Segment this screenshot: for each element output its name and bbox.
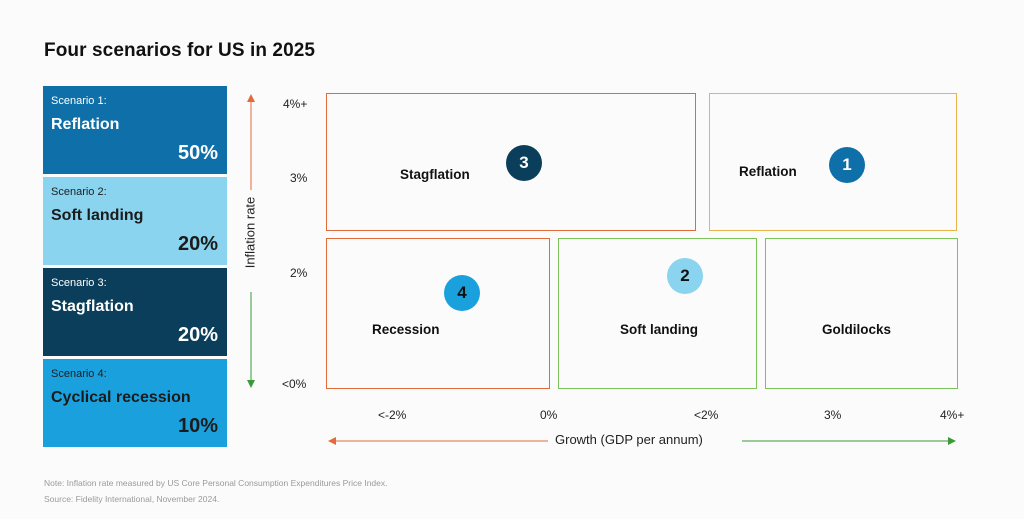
scenario-badge: 1 bbox=[829, 147, 865, 183]
scenario-probability: 50% bbox=[177, 142, 218, 164]
y-tick: 4%+ bbox=[283, 97, 308, 111]
y-tick: <0% bbox=[282, 377, 307, 391]
quadrant-label: Soft landing bbox=[620, 322, 698, 337]
x-tick: <2% bbox=[694, 408, 719, 422]
scenario-badge: 3 bbox=[506, 145, 542, 181]
source-note: Source: Fidelity International, November… bbox=[44, 494, 220, 504]
scenario-panel-reflation: Scenario 1: Reflation 50% bbox=[43, 86, 227, 174]
scenario-panel-cyclical-recession: Scenario 4: Cyclical recession 10% bbox=[43, 359, 227, 447]
quadrant-reflation: Reflation 1 bbox=[709, 93, 957, 231]
scenario-badge: 4 bbox=[444, 275, 480, 311]
quadrant-stagflation: Stagflation 3 bbox=[326, 93, 696, 231]
scenario-number: Scenario 3: bbox=[51, 277, 107, 289]
scenario-name: Stagflation bbox=[51, 298, 134, 315]
quadrant-label: Goldilocks bbox=[822, 322, 892, 337]
quadrant-goldilocks: Goldilocks bbox=[765, 238, 958, 389]
quadrant-soft-landing: Soft landing 2 bbox=[558, 238, 757, 389]
x-tick: <-2% bbox=[378, 408, 407, 422]
scenario-number: Scenario 2: bbox=[51, 186, 107, 198]
scenario-name: Reflation bbox=[51, 116, 120, 133]
scenario-probability: 20% bbox=[177, 233, 218, 255]
quadrant-label: Stagflation bbox=[400, 167, 470, 182]
scenario-probability: 10% bbox=[177, 415, 218, 437]
y-axis-label: Inflation rate bbox=[242, 196, 258, 269]
scenario-name: Soft landing bbox=[51, 207, 144, 224]
scenario-probability: 20% bbox=[177, 324, 218, 346]
quadrant-recession: Recession 4 bbox=[326, 238, 550, 389]
x-tick: 4%+ bbox=[940, 408, 965, 422]
page-title: Four scenarios for US in 2025 bbox=[44, 40, 316, 61]
y-tick: 3% bbox=[290, 171, 308, 185]
x-tick: 0% bbox=[540, 408, 558, 422]
scenario-panel-stagflation: Scenario 3: Stagflation 20% bbox=[43, 268, 227, 356]
scenario-number: Scenario 1: bbox=[51, 95, 107, 107]
scenario-name: Cyclical recession bbox=[51, 389, 191, 406]
x-axis-label: Growth (GDP per annum) bbox=[555, 432, 703, 447]
quadrant-label: Recession bbox=[372, 322, 440, 337]
footnote: Note: Inflation rate measured by US Core… bbox=[44, 478, 388, 488]
scenario-panel-soft-landing: Scenario 2: Soft landing 20% bbox=[43, 177, 227, 265]
x-tick: 3% bbox=[824, 408, 842, 422]
quadrant-label: Reflation bbox=[739, 164, 797, 179]
scenario-badge: 2 bbox=[667, 258, 703, 294]
scenario-number: Scenario 4: bbox=[51, 368, 107, 380]
y-tick: 2% bbox=[290, 266, 308, 280]
